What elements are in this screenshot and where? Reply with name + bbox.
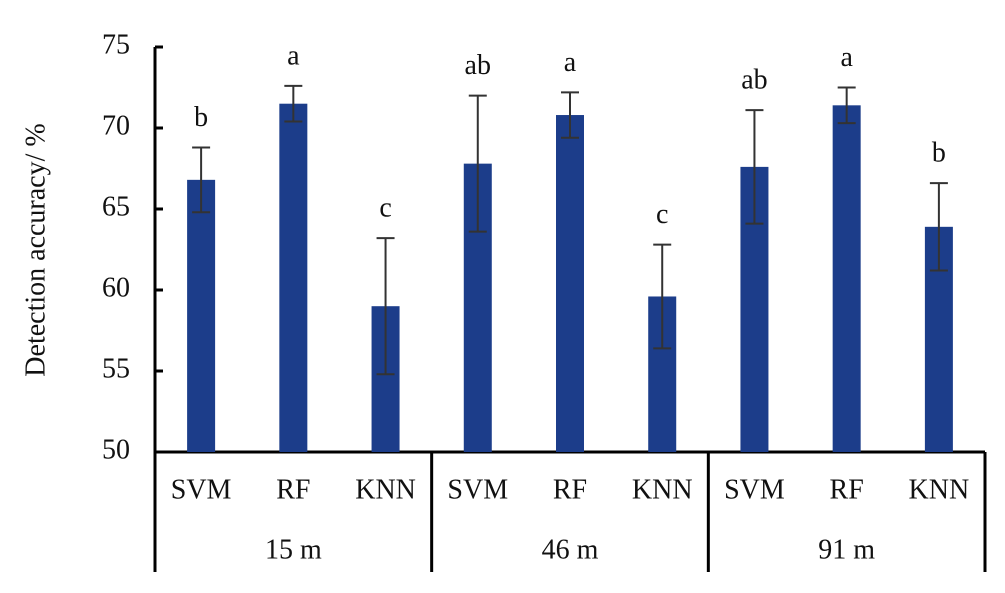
x-tick-label: RF — [276, 474, 310, 505]
bar — [279, 103, 308, 452]
group-label: 15 m — [265, 534, 322, 565]
y-tick-label: 50 — [102, 434, 130, 465]
x-tick-label: RF — [830, 474, 864, 505]
bar — [556, 115, 584, 452]
x-tick-label: RF — [553, 474, 587, 505]
y-tick-label: 70 — [102, 110, 130, 141]
significance-letter: ab — [465, 50, 491, 81]
y-axis-label: Detection accuracy/ % — [20, 123, 51, 376]
x-tick-label: SVM — [171, 474, 232, 505]
x-tick-label: SVM — [447, 474, 508, 505]
y-tick-label: 55 — [102, 353, 130, 384]
group-label: 91 m — [818, 534, 875, 565]
significance-letter: a — [564, 47, 577, 78]
x-tick-label: KNN — [632, 474, 693, 505]
significance-letter: b — [932, 138, 946, 169]
x-tick-label: KNN — [909, 474, 970, 505]
y-tick-label: 60 — [102, 272, 130, 303]
significance-letter: ab — [741, 65, 767, 96]
y-tick-label: 75 — [102, 29, 130, 60]
y-tick-label: 65 — [102, 191, 130, 222]
bar — [187, 179, 216, 452]
group-label: 46 m — [542, 534, 599, 565]
significance-letter: a — [840, 42, 853, 73]
significance-letter: c — [379, 193, 391, 224]
x-tick-label: KNN — [355, 474, 416, 505]
x-tick-label: SVM — [724, 474, 785, 505]
bar — [832, 105, 861, 452]
significance-letter: c — [656, 199, 668, 230]
significance-letter: b — [194, 102, 208, 133]
significance-letter: a — [287, 40, 300, 71]
